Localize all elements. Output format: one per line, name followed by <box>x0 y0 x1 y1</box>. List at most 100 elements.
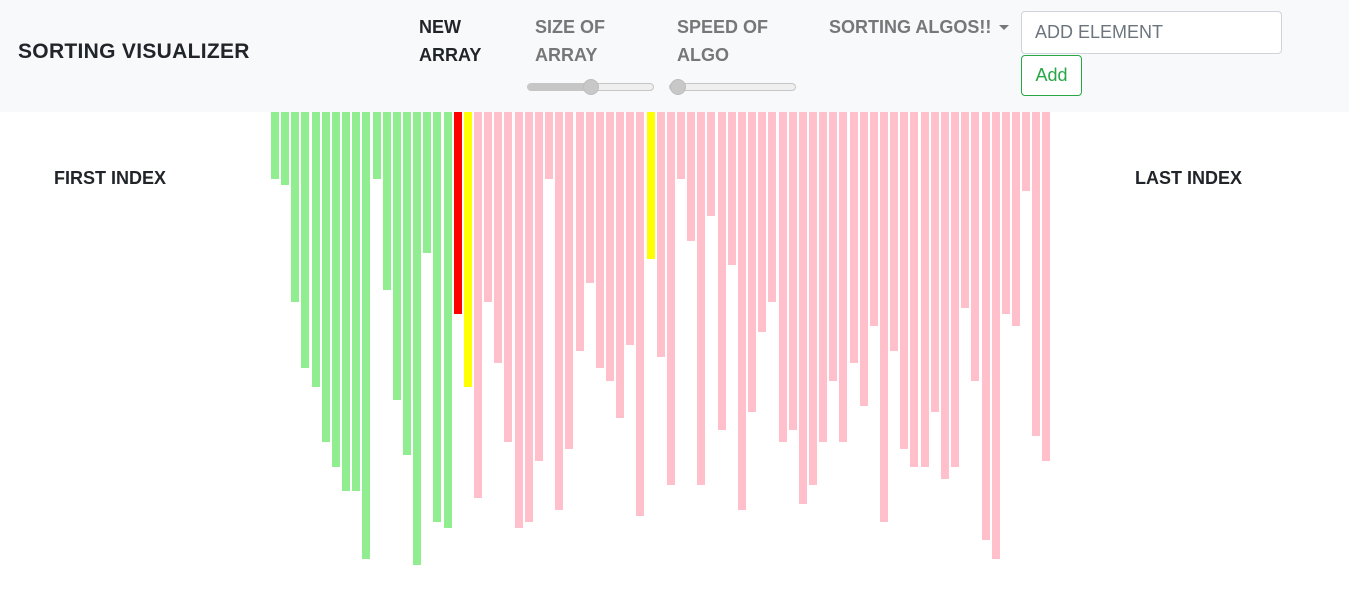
array-bar <box>718 112 726 430</box>
array-bar <box>322 112 330 442</box>
array-bar <box>494 112 502 363</box>
array-bar <box>961 112 969 308</box>
array-bar <box>393 112 401 400</box>
array-bar <box>789 112 797 430</box>
array-bar <box>484 112 492 302</box>
array-bar <box>596 112 604 368</box>
size-label-line1: SIZE OF <box>535 17 606 37</box>
array-bar <box>291 112 299 302</box>
array-bar <box>515 112 523 528</box>
array-bar <box>525 112 533 522</box>
array-bar <box>819 112 827 442</box>
array-bar <box>1042 112 1050 461</box>
array-bar <box>982 112 990 540</box>
array-bar <box>504 112 512 442</box>
array-bar <box>1022 112 1030 191</box>
array-bars <box>0 112 1349 605</box>
size-slider-fill <box>528 84 591 90</box>
array-bar <box>373 112 381 179</box>
array-bar <box>768 112 776 302</box>
array-bar <box>352 112 360 491</box>
array-bar <box>1012 112 1020 326</box>
array-bar <box>850 112 858 363</box>
app-title: SORTING VISUALIZER <box>18 40 250 63</box>
array-bar <box>931 112 939 412</box>
array-bar <box>586 112 594 283</box>
array-bar <box>748 112 756 412</box>
array-bar <box>829 112 837 381</box>
array-bar <box>799 112 807 504</box>
array-bar <box>362 112 370 559</box>
array-bar <box>1002 112 1010 314</box>
array-bar <box>971 112 979 381</box>
array-bar <box>474 112 482 498</box>
new-array-label-line1: NEW <box>419 17 461 37</box>
size-label-line2: ARRAY <box>535 45 598 65</box>
array-bar <box>301 112 309 368</box>
array-bar <box>413 112 421 565</box>
array-bar <box>687 112 695 241</box>
array-bar <box>271 112 279 179</box>
array-bar <box>565 112 573 449</box>
array-bar <box>555 112 563 510</box>
array-bar <box>647 112 655 259</box>
array-bar <box>738 112 746 510</box>
speed-of-algo-label: SPEED OF ALGO <box>677 13 797 69</box>
array-bar <box>464 112 472 387</box>
array-bar <box>606 112 614 381</box>
array-bar <box>951 112 959 467</box>
array-bar <box>281 112 289 185</box>
array-bar <box>342 112 350 491</box>
array-bar <box>921 112 929 467</box>
add-button[interactable]: Add <box>1021 55 1082 96</box>
array-bar <box>890 112 898 351</box>
size-of-array-slider[interactable] <box>527 79 654 95</box>
array-bar <box>576 112 584 351</box>
array-bar <box>910 112 918 467</box>
navbar: SORTING VISUALIZER NEW ARRAY SIZE OF ARR… <box>0 0 1349 112</box>
first-index-label: FIRST INDEX <box>54 168 167 188</box>
array-bar <box>332 112 340 467</box>
array-bar <box>728 112 736 265</box>
speed-slider-thumb[interactable] <box>670 79 686 95</box>
array-bar <box>535 112 543 461</box>
speed-label-line1: SPEED OF <box>677 17 769 37</box>
array-bar <box>454 112 462 314</box>
array-bar <box>657 112 665 357</box>
new-array-label-line2: ARRAY <box>419 45 482 65</box>
array-bar <box>900 112 908 449</box>
array-bar <box>667 112 675 485</box>
array-bar <box>758 112 766 332</box>
array-bar <box>444 112 452 528</box>
speed-label-line2: ALGO <box>677 45 729 65</box>
caret-down-icon <box>999 25 1010 30</box>
sorting-algos-label: SORTING ALGOS!! <box>829 17 992 37</box>
size-of-array-label: SIZE OF ARRAY <box>535 13 655 69</box>
array-bar <box>423 112 431 253</box>
array-bar <box>779 112 787 442</box>
array-bar <box>941 112 949 479</box>
array-bar <box>707 112 715 216</box>
array-bar <box>433 112 441 522</box>
array-bar <box>545 112 553 179</box>
array-bar <box>403 112 411 455</box>
speed-of-algo-slider[interactable] <box>669 79 796 95</box>
array-bar <box>860 112 868 406</box>
array-bar <box>839 112 847 442</box>
array-bar <box>677 112 685 179</box>
new-array-button[interactable]: NEW ARRAY <box>419 13 539 69</box>
array-bar <box>992 112 1000 559</box>
array-bar <box>870 112 878 326</box>
array-bar <box>312 112 320 387</box>
sorting-algos-dropdown[interactable]: SORTING ALGOS!! <box>829 13 1019 41</box>
array-bar <box>383 112 391 290</box>
array-bar <box>626 112 634 345</box>
array-bar <box>616 112 624 418</box>
size-slider-thumb[interactable] <box>582 79 599 95</box>
array-bar <box>636 112 644 516</box>
add-element-input[interactable] <box>1021 11 1282 54</box>
array-bar <box>880 112 888 522</box>
array-bar <box>697 112 705 485</box>
array-bar <box>1032 112 1040 436</box>
array-bar <box>809 112 817 485</box>
